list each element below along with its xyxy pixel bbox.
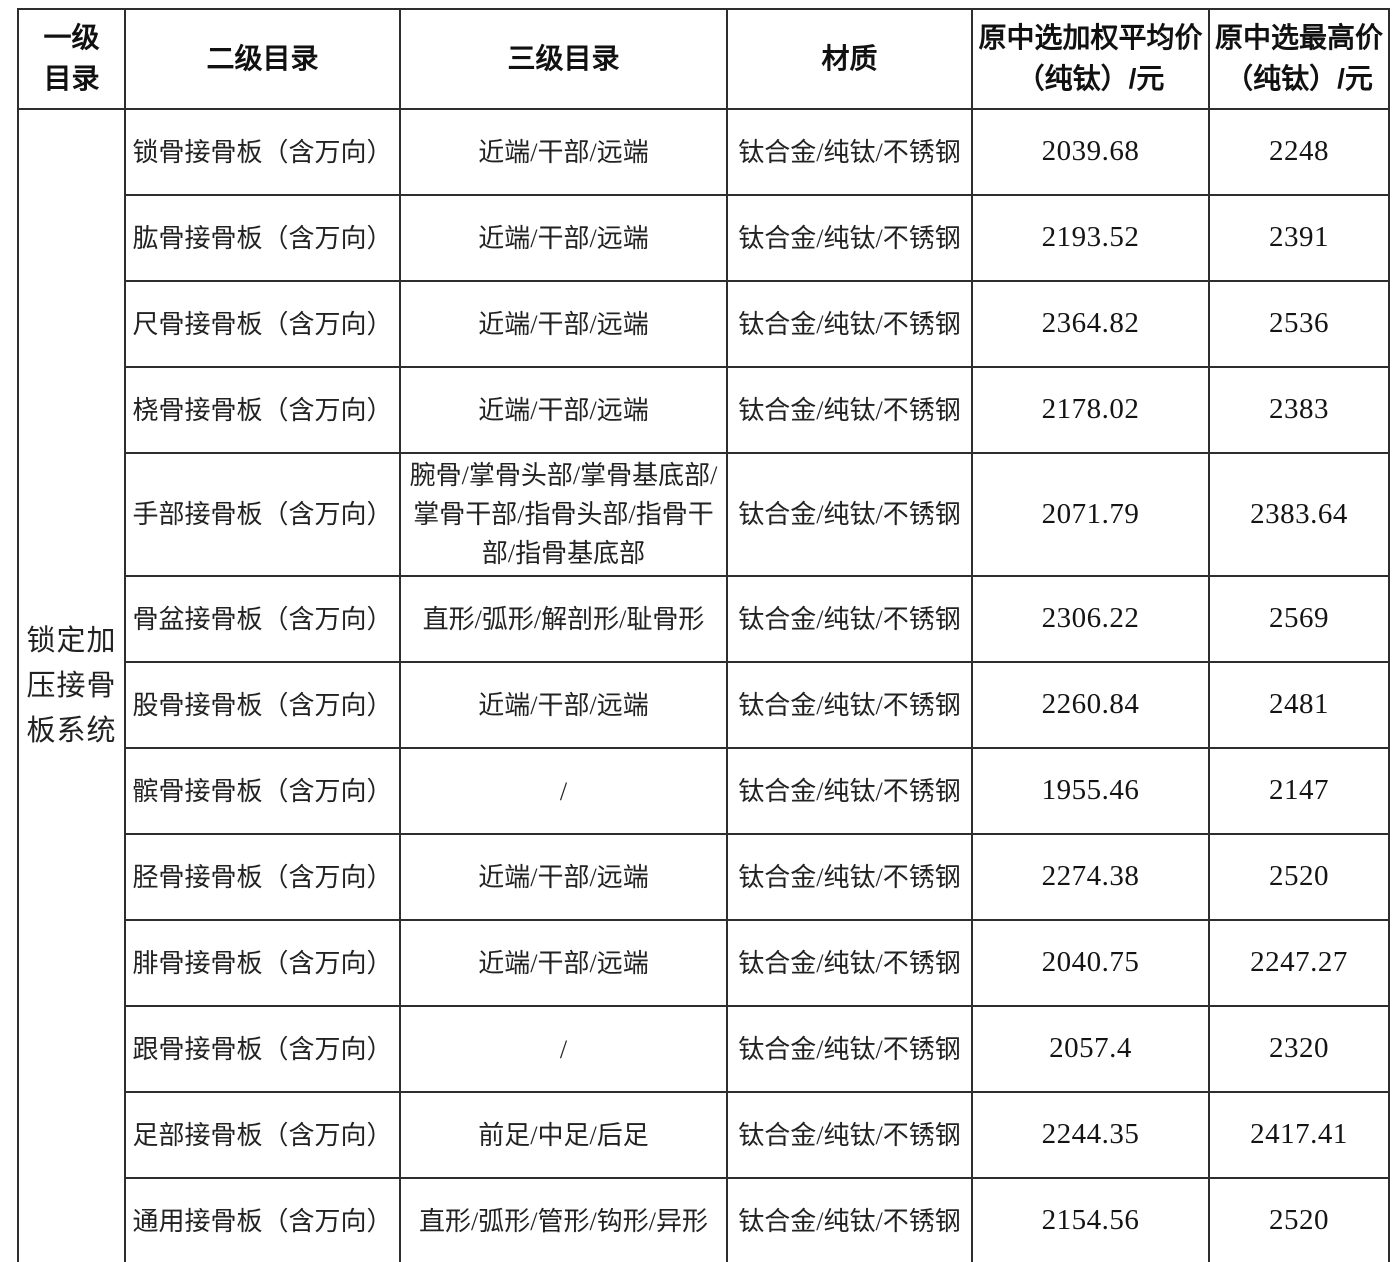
table-row: 股骨接骨板（含万向） 近端/干部/远端 钛合金/纯钛/不锈钢 2260.84 2481 (18, 661, 1390, 749)
material-cell: 钛合金/纯钛/不锈钢 (726, 108, 973, 196)
max-price-cell: 2520 (1208, 833, 1390, 921)
max-price-cell: 2481 (1208, 661, 1390, 749)
material-cell: 钛合金/纯钛/不锈钢 (726, 919, 973, 1007)
header-material: 材质 (726, 8, 973, 110)
max-price-cell: 2417.41 (1208, 1091, 1390, 1179)
material-cell: 钛合金/纯钛/不锈钢 (726, 280, 973, 368)
level3-directory-cell: 直形/弧形/解剖形/耻骨形 (399, 575, 728, 663)
level2-directory-cell: 跟骨接骨板（含万向） (124, 1005, 401, 1093)
weighted-avg-price-cell: 2274.38 (971, 833, 1210, 921)
header-level1-directory: 一级 目录 (17, 8, 126, 110)
level3-directory-cell: / (399, 1005, 728, 1093)
material-cell: 钛合金/纯钛/不锈钢 (726, 747, 973, 835)
material-cell: 钛合金/纯钛/不锈钢 (726, 661, 973, 749)
level3-directory-cell: 直形/弧形/管形/钩形/异形 (399, 1177, 728, 1262)
level3-directory-cell: 近端/干部/远端 (399, 108, 728, 196)
weighted-avg-price-cell: 2057.4 (971, 1005, 1210, 1093)
table-row: 足部接骨板（含万向） 前足/中足/后足 钛合金/纯钛/不锈钢 2244.35 2417.… (18, 1091, 1390, 1179)
weighted-avg-price-cell: 2039.68 (971, 108, 1210, 196)
level2-directory-cell: 尺骨接骨板（含万向） (124, 280, 401, 368)
weighted-avg-price-cell: 2364.82 (971, 280, 1210, 368)
max-price-cell: 2383.64 (1208, 452, 1390, 577)
material-cell: 钛合金/纯钛/不锈钢 (726, 1091, 973, 1179)
material-cell: 钛合金/纯钛/不锈钢 (726, 833, 973, 921)
table-row: 腓骨接骨板（含万向） 近端/干部/远端 钛合金/纯钛/不锈钢 2040.75 2247.… (18, 919, 1390, 1007)
weighted-avg-price-cell: 2154.56 (971, 1177, 1210, 1262)
level3-directory-cell: 腕骨/掌骨头部/掌骨基底部/掌骨干部/指骨头部/指骨干部/指骨基底部 (399, 452, 728, 577)
price-table: 一级 目录 二级目录 三级目录 材质 原中选加权平均价 （纯钛）/元 原中选最高… (17, 8, 1390, 1262)
table-row: 锁定加压接骨板系统 锁骨接骨板（含万向） 近端/干部/远端 钛合金/纯钛/不锈钢 203… (17, 108, 1390, 1262)
level2-directory-cell: 腓骨接骨板（含万向） (124, 919, 401, 1007)
level2-directory-cell: 肱骨接骨板（含万向） (124, 194, 401, 282)
weighted-avg-price-cell: 1955.46 (971, 747, 1210, 835)
level3-directory-cell: 近端/干部/远端 (399, 280, 728, 368)
header-level2-directory: 二级目录 (124, 8, 401, 110)
level1-category-cell: 锁定加压接骨板系统 (17, 108, 126, 1262)
level3-directory-cell: 近端/干部/远端 (399, 919, 728, 1007)
table-row: 尺骨接骨板（含万向） 近端/干部/远端 钛合金/纯钛/不锈钢 2364.82 2536 (18, 280, 1390, 368)
table-row: 跟骨接骨板（含万向） / 钛合金/纯钛/不锈钢 2057.4 2320 (18, 1005, 1390, 1093)
level2-directory-cell: 足部接骨板（含万向） (124, 1091, 401, 1179)
header-weighted-avg-price: 原中选加权平均价 （纯钛）/元 (971, 8, 1210, 110)
table-header: 一级 目录 二级目录 三级目录 材质 原中选加权平均价 （纯钛）/元 原中选最高… (17, 8, 1390, 110)
level2-directory-cell: 骨盆接骨板（含万向） (124, 575, 401, 663)
max-price-cell: 2247.27 (1208, 919, 1390, 1007)
level2-directory-cell: 胫骨接骨板（含万向） (124, 833, 401, 921)
weighted-avg-price-cell: 2040.75 (971, 919, 1210, 1007)
weighted-avg-price-cell: 2071.79 (971, 452, 1210, 577)
level2-directory-cell: 股骨接骨板（含万向） (124, 661, 401, 749)
level2-directory-cell: 桡骨接骨板（含万向） (124, 366, 401, 454)
max-price-cell: 2383 (1208, 366, 1390, 454)
max-price-cell: 2536 (1208, 280, 1390, 368)
level3-directory-cell: 近端/干部/远端 (399, 194, 728, 282)
level3-directory-cell: 近端/干部/远端 (399, 833, 728, 921)
table-row: 髌骨接骨板（含万向） / 钛合金/纯钛/不锈钢 1955.46 2147 (18, 747, 1390, 835)
weighted-avg-price-cell: 2306.22 (971, 575, 1210, 663)
level2-directory-cell: 髌骨接骨板（含万向） (124, 747, 401, 835)
material-cell: 钛合金/纯钛/不锈钢 (726, 452, 973, 577)
table-row: 通用接骨板（含万向） 直形/弧形/管形/钩形/异形 钛合金/纯钛/不锈钢 2154.5… (18, 1177, 1390, 1262)
material-cell: 钛合金/纯钛/不锈钢 (726, 194, 973, 282)
max-price-cell: 2391 (1208, 194, 1390, 282)
level3-directory-cell: 前足/中足/后足 (399, 1091, 728, 1179)
header-max-price: 原中选最高价 （纯钛）/元 (1208, 8, 1390, 110)
material-cell: 钛合金/纯钛/不锈钢 (726, 366, 973, 454)
material-cell: 钛合金/纯钛/不锈钢 (726, 1005, 973, 1093)
level2-directory-cell: 锁骨接骨板（含万向） (124, 108, 401, 196)
max-price-cell: 2147 (1208, 747, 1390, 835)
weighted-avg-price-cell: 2260.84 (971, 661, 1210, 749)
level2-directory-cell: 手部接骨板（含万向） (124, 452, 401, 577)
weighted-avg-price-cell: 2244.35 (971, 1091, 1210, 1179)
weighted-avg-price-cell: 2193.52 (971, 194, 1210, 282)
material-cell: 钛合金/纯钛/不锈钢 (726, 1177, 973, 1262)
material-cell: 钛合金/纯钛/不锈钢 (726, 575, 973, 663)
max-price-cell: 2520 (1208, 1177, 1390, 1262)
level2-directory-cell: 通用接骨板（含万向） (124, 1177, 401, 1262)
table-row: 桡骨接骨板（含万向） 近端/干部/远端 钛合金/纯钛/不锈钢 2178.02 2383 (18, 366, 1390, 454)
level3-directory-cell: / (399, 747, 728, 835)
level3-directory-cell: 近端/干部/远端 (399, 661, 728, 749)
table-row: 手部接骨板（含万向） 腕骨/掌骨头部/掌骨基底部/掌骨干部/指骨头部/指骨干部/指… (18, 452, 1390, 577)
table-row: 胫骨接骨板（含万向） 近端/干部/远端 钛合金/纯钛/不锈钢 2274.38 2520 (18, 833, 1390, 921)
header-row: 一级 目录 二级目录 三级目录 材质 原中选加权平均价 （纯钛）/元 原中选最高… (17, 8, 1390, 110)
header-level3-directory: 三级目录 (399, 8, 728, 110)
max-price-cell: 2320 (1208, 1005, 1390, 1093)
table-row: 肱骨接骨板（含万向） 近端/干部/远端 钛合金/纯钛/不锈钢 2193.52 2391 (18, 194, 1390, 282)
level3-directory-cell: 近端/干部/远端 (399, 366, 728, 454)
table-row: 骨盆接骨板（含万向） 直形/弧形/解剖形/耻骨形 钛合金/纯钛/不锈钢 2306.22… (18, 575, 1390, 663)
weighted-avg-price-cell: 2178.02 (971, 366, 1210, 454)
table-body: 锁定加压接骨板系统 锁骨接骨板（含万向） 近端/干部/远端 钛合金/纯钛/不锈钢 203… (17, 108, 1390, 1262)
max-price-cell: 2569 (1208, 575, 1390, 663)
max-price-cell: 2248 (1208, 108, 1390, 196)
